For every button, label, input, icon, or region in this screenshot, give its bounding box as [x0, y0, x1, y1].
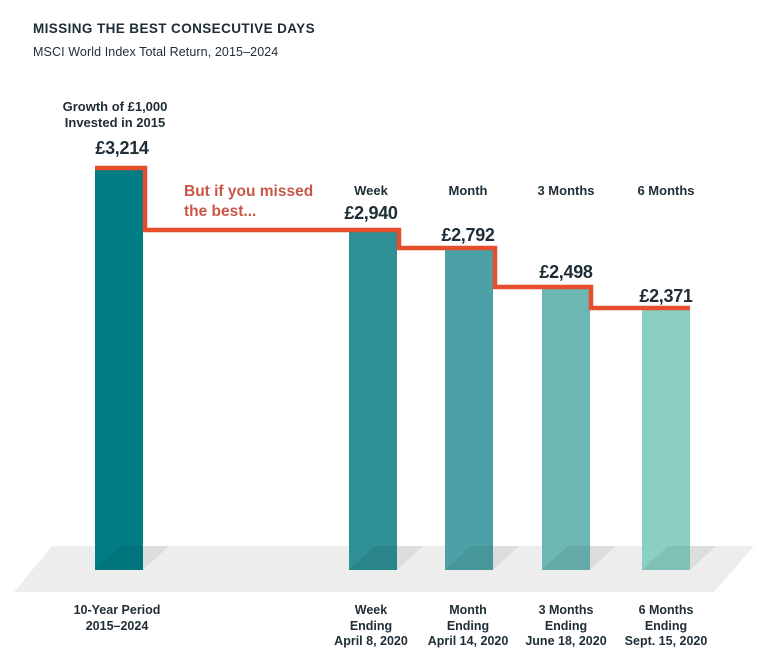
x-label-10-year-period: 10-Year Period 2015–2024	[74, 603, 161, 634]
x-label-line: Ending	[446, 618, 490, 633]
x-label-line: Week	[354, 603, 388, 617]
x-label-line: April 8, 2020	[334, 634, 408, 648]
x-label-line: June 18, 2020	[525, 634, 607, 648]
value-label-10-year: £3,214	[95, 138, 149, 158]
x-label-line: Month	[449, 603, 487, 617]
bar-missed-6-months	[642, 310, 690, 570]
value-label-week: £2,940	[344, 203, 398, 223]
x-label-line: April 14, 2020	[427, 634, 509, 648]
chart-subtitle: MSCI World Index Total Return, 2015–2024	[33, 45, 279, 59]
x-label-6-months: 6 Months Ending Sept. 15, 2020	[625, 603, 708, 650]
x-label-month: Month Ending April 14, 2020	[428, 603, 509, 650]
bar-missed-week	[349, 232, 397, 570]
x-label-line: Ending	[349, 618, 393, 633]
x-label-week: Week Ending April 8, 2020	[334, 603, 408, 650]
value-label-3-months: £2,498	[539, 262, 593, 282]
x-label-line: Ending	[644, 618, 688, 633]
x-label-line: 2015–2024	[85, 618, 149, 633]
growth-annotation-line1: Growth of £1,000	[62, 99, 168, 114]
value-label-month: £2,792	[441, 225, 495, 245]
x-label-line: 3 Months	[538, 603, 594, 617]
period-label-week: Week	[354, 183, 388, 198]
bar-missed-3-months	[542, 289, 590, 570]
missed-annotation: But if you missed the best...	[184, 182, 313, 222]
missed-annotation-line1: But if you missed	[184, 183, 314, 200]
value-label-6-months: £2,371	[639, 286, 693, 306]
x-label-line: Ending	[544, 618, 588, 633]
x-label-3-months: 3 Months Ending June 18, 2020	[525, 603, 606, 650]
chart-title: MISSING THE BEST CONSECUTIVE DAYS	[33, 21, 315, 36]
x-label-line: Sept. 15, 2020	[624, 634, 708, 648]
period-label-month: Month	[448, 183, 488, 198]
x-label-line: 6 Months	[638, 603, 694, 617]
missed-annotation-line2: the best...	[184, 203, 257, 220]
x-label-line: 10-Year Period	[73, 603, 161, 617]
bar-10-year-period	[95, 170, 143, 570]
period-label-3-months: 3 Months	[537, 183, 595, 198]
bar-missed-month	[445, 249, 493, 570]
growth-annotation: Growth of £1,000 Invested in 2015	[63, 99, 168, 131]
growth-annotation-line2: Invested in 2015	[64, 115, 166, 130]
period-label-6-months: 6 Months	[637, 183, 695, 198]
